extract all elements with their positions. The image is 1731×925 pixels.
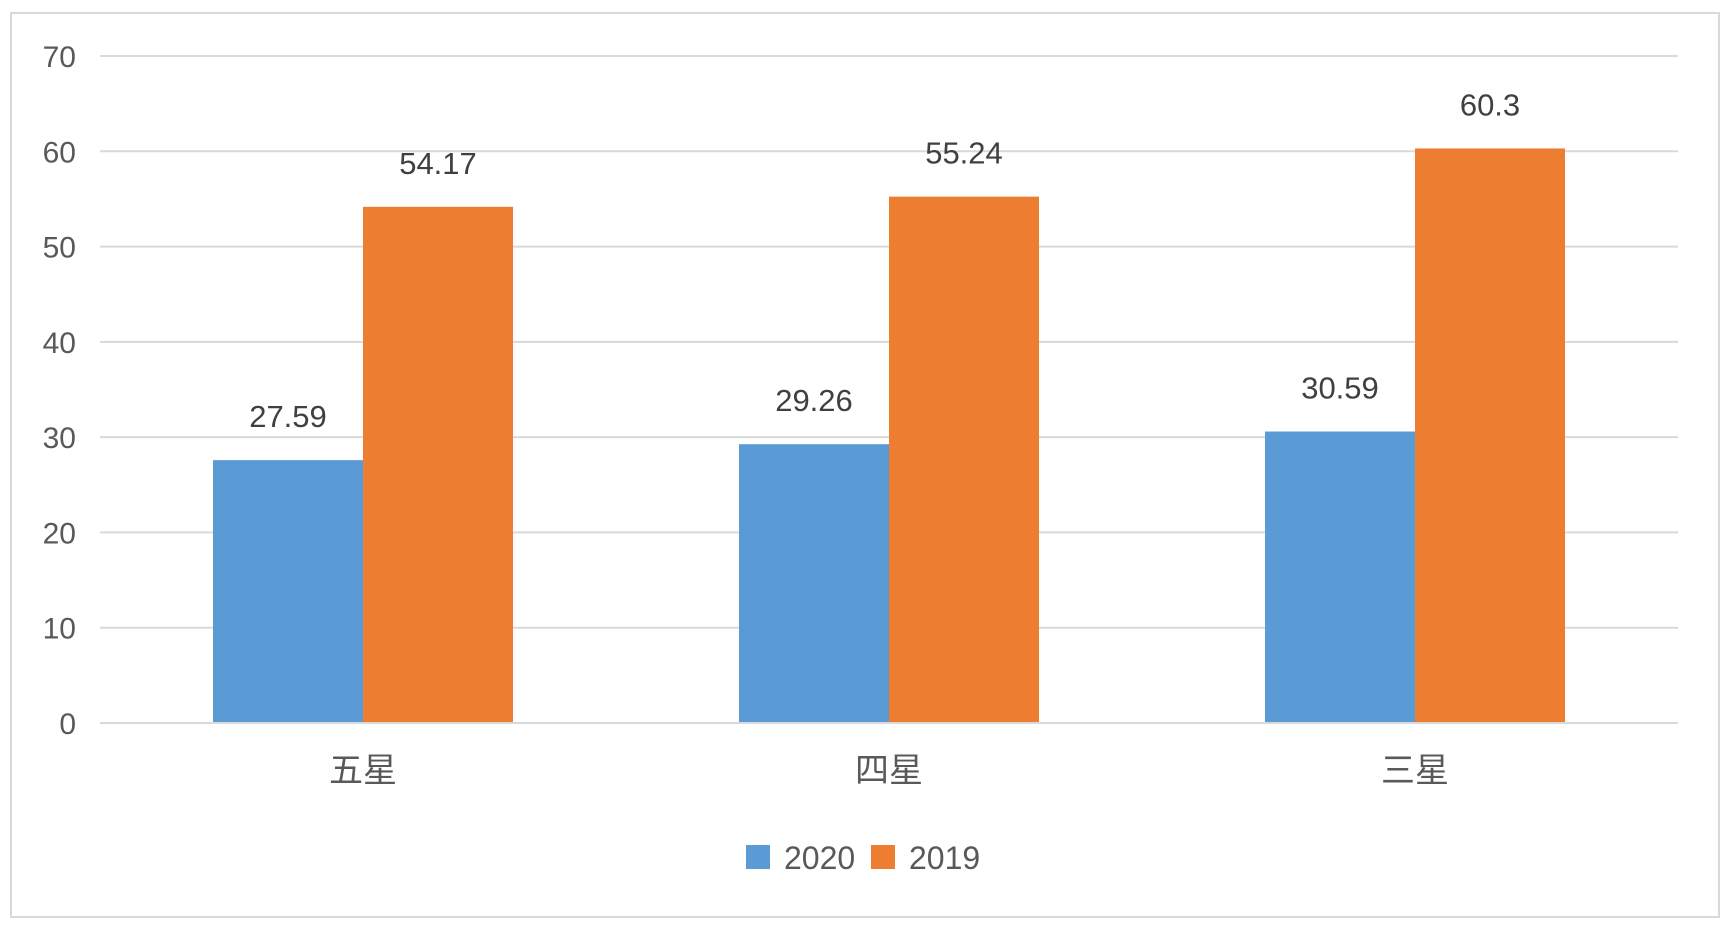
legend-swatch-2019 bbox=[871, 845, 895, 869]
y-tick-label: 40 bbox=[43, 327, 76, 360]
bar-2019-2 bbox=[1415, 148, 1565, 724]
data-label-2020-1: 29.26 bbox=[775, 383, 853, 418]
data-label-2020-2: 30.59 bbox=[1301, 371, 1379, 406]
legend-label-2020: 2020 bbox=[784, 840, 855, 876]
bar-2019-1 bbox=[889, 196, 1039, 723]
x-category-label: 三星 bbox=[1381, 751, 1449, 791]
x-category-label: 四星 bbox=[855, 751, 923, 791]
data-label-2019-1: 55.24 bbox=[925, 136, 1003, 171]
legend-label-2019: 2019 bbox=[909, 840, 980, 876]
bar-2020-1 bbox=[739, 444, 889, 723]
data-labels: 27.59 54.17 29.26 55.24 30.59 60.3 bbox=[249, 87, 1520, 434]
legend-swatch-2020 bbox=[746, 845, 770, 869]
bar-2019-0 bbox=[363, 206, 513, 723]
bar-2020-2 bbox=[1265, 431, 1415, 723]
data-label-2019-2: 60.3 bbox=[1460, 87, 1520, 122]
bars bbox=[213, 148, 1565, 724]
x-axis: 五星 四星 三星 bbox=[100, 722, 1678, 791]
x-category-label: 五星 bbox=[329, 751, 397, 791]
data-label-2019-0: 54.17 bbox=[399, 146, 477, 181]
y-tick-label: 50 bbox=[43, 232, 76, 265]
data-label-2020-0: 27.59 bbox=[249, 399, 327, 434]
y-tick-label: 70 bbox=[43, 41, 76, 74]
bar-2020-0 bbox=[213, 460, 363, 723]
y-tick-label: 10 bbox=[43, 613, 76, 646]
y-tick-label: 60 bbox=[43, 136, 76, 169]
y-tick-label: 30 bbox=[43, 422, 76, 455]
y-tick-label: 20 bbox=[43, 517, 76, 550]
y-tick-label: 0 bbox=[59, 708, 76, 741]
y-axis: 0 10 20 30 40 50 60 70 bbox=[43, 41, 76, 741]
legend: 2020 2019 bbox=[746, 840, 980, 876]
